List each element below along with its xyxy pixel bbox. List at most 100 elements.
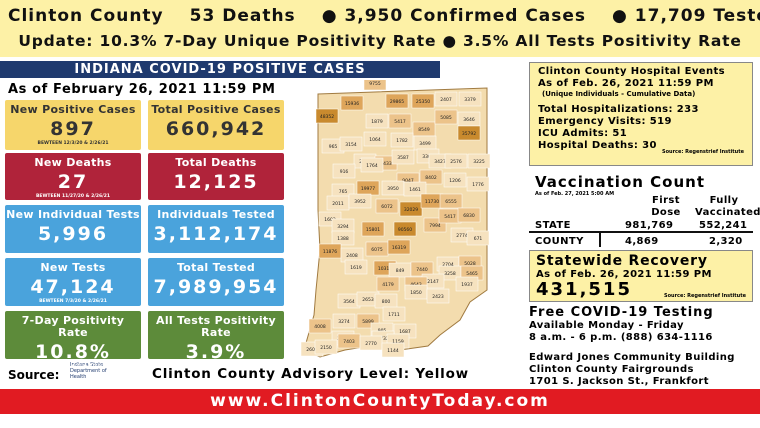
banner-item: Clinton County [8,6,164,26]
cell: 2,320 [709,236,743,247]
county-value: 6830 [463,213,475,219]
county [419,169,443,185]
county [348,193,372,209]
county [308,318,332,334]
hospital-line: Hospital Deaths: 30 [538,140,657,151]
county-value: 3225 [473,159,485,165]
hospital-note: (Unique Individuals - Cumulative Data) [542,90,696,98]
county [332,163,356,179]
recovery-as-of: As of Feb. 26, 2021 11:59 PM [536,269,712,280]
banner-line1: Clinton County 53 Deaths ● 3,950 Confirmed… [8,6,760,26]
county-value: 1619 [350,265,362,271]
county-value: 3427 [434,159,446,165]
stat-box: New Individual Tests 5,996 [5,205,141,253]
stat-note: BEWTEEN 2/14/21 & 2/20/21 [37,364,109,369]
county-value: 849 [396,268,405,274]
county [466,176,490,192]
stat-box: New Positive Cases 897 BEWTEEN 12/3/20 & 2… [5,100,141,150]
county-value: 3274 [338,319,350,325]
recovery-box: Statewide Recovery As of Feb. 26, 2021 1… [529,250,753,302]
cell: 552,241 [699,220,748,231]
county-value: 3646 [463,117,475,123]
county-value: 1144 [387,348,399,354]
county-value: 7440 [416,267,428,273]
stat-box: Total Tested 7,989,954 [148,258,284,306]
county-value: 3258 [444,271,456,277]
as-of: As of February 26, 2021 11:59 PM [8,82,276,97]
hospital-source: Source: Regenstrief Institute [661,149,744,155]
hospital-line: ICU Admits: 51 [538,128,628,139]
county-value: 5899 [362,319,374,325]
stat-value: 660,942 [165,118,267,140]
county-value: 32029 [404,207,418,213]
county [375,198,399,214]
county-value: 3950 [387,186,399,192]
county-value: 1159 [392,339,404,345]
county-value: 1764 [366,163,378,169]
cell: 4,869 [625,236,659,247]
stat-box: All Tests Positivity Rate 3.9% BEWTEEN 2/1… [148,311,284,369]
county-value: 671 [474,236,483,242]
county-value: 965 [329,144,338,150]
county [434,91,458,107]
county-value: 3154 [345,142,357,148]
county [381,342,405,358]
county [458,91,482,107]
county-value: 6555 [445,199,457,205]
testing-line: Edward Jones Community Building [529,352,735,363]
county-value: 1461 [409,187,421,193]
vaccination: Vaccination Count As of Feb. 27, 2021 5:… [529,173,760,247]
county-value: 3294 [337,224,349,230]
county-value: 2774 [456,233,468,239]
county-value: 5433 [380,161,392,167]
stat-label: New Tests [40,261,106,274]
cell: 981,769 [625,220,674,231]
county-value: 2770 [365,341,377,347]
county-value: 916 [340,169,349,175]
county [411,93,435,109]
stat-box: Individuals Tested 3,112,174 [148,205,284,253]
county-value: 90560 [398,227,412,233]
stat-value: 10.8% [35,341,111,363]
stat-value: 47,124 [30,276,116,298]
isdh-logo: Indiana State Department of Health [70,362,107,380]
county [443,172,467,188]
county [331,230,355,246]
county-value: 11730 [425,199,439,205]
county-value: 11876 [323,249,337,255]
stat-label: Total Deaths [175,156,257,169]
county-value: 1776 [472,182,484,188]
banner-item: 53 Deaths [189,6,296,26]
testing-line: Clinton County Fairgrounds [529,364,694,375]
section-header: INDIANA COVID-19 POSITIVE CASES [0,61,440,78]
stat-note: BEWTEEN 12/3/20 & 2/26/21 [37,141,109,146]
county-value: 5085 [440,115,452,121]
county-value: 2576 [450,159,462,165]
county-value: 1687 [399,329,411,335]
county-value: 2011 [332,201,344,207]
county-value: 4008 [314,324,326,330]
testing-line: Available Monday - Friday [529,320,684,331]
stat-label: Individuals Tested [157,208,275,221]
recovery-source: Source: Regenstrief Institute [663,293,746,299]
county [340,95,364,111]
county-value: 10312 [378,266,392,272]
county [393,221,417,237]
stat-label: 7-Day Positivity Rate [21,314,125,339]
county [332,313,356,329]
stat-value: 3.9% [185,341,247,363]
county-value: 1206 [449,178,461,184]
county [426,288,450,304]
county-value: 1711 [388,312,400,318]
county-value: 7403 [343,339,355,345]
county [403,181,427,197]
website-bar: www.ClintonCountyToday.com [0,389,760,414]
banner-item: ● 17,709 Tested [612,6,760,26]
stat-note: BEWTEEN 7/3/20 & 2/26/21 [39,299,107,304]
hospital-as-of: As of Feb. 26, 2021 11:59 PM [538,78,714,89]
county [382,306,406,322]
hospital-box: Clinton County Hospital Events As of Feb… [529,62,753,166]
county [434,109,458,125]
county-value: 2605 [306,347,318,353]
hospital-title: Clinton County Hospital Events [538,66,725,77]
